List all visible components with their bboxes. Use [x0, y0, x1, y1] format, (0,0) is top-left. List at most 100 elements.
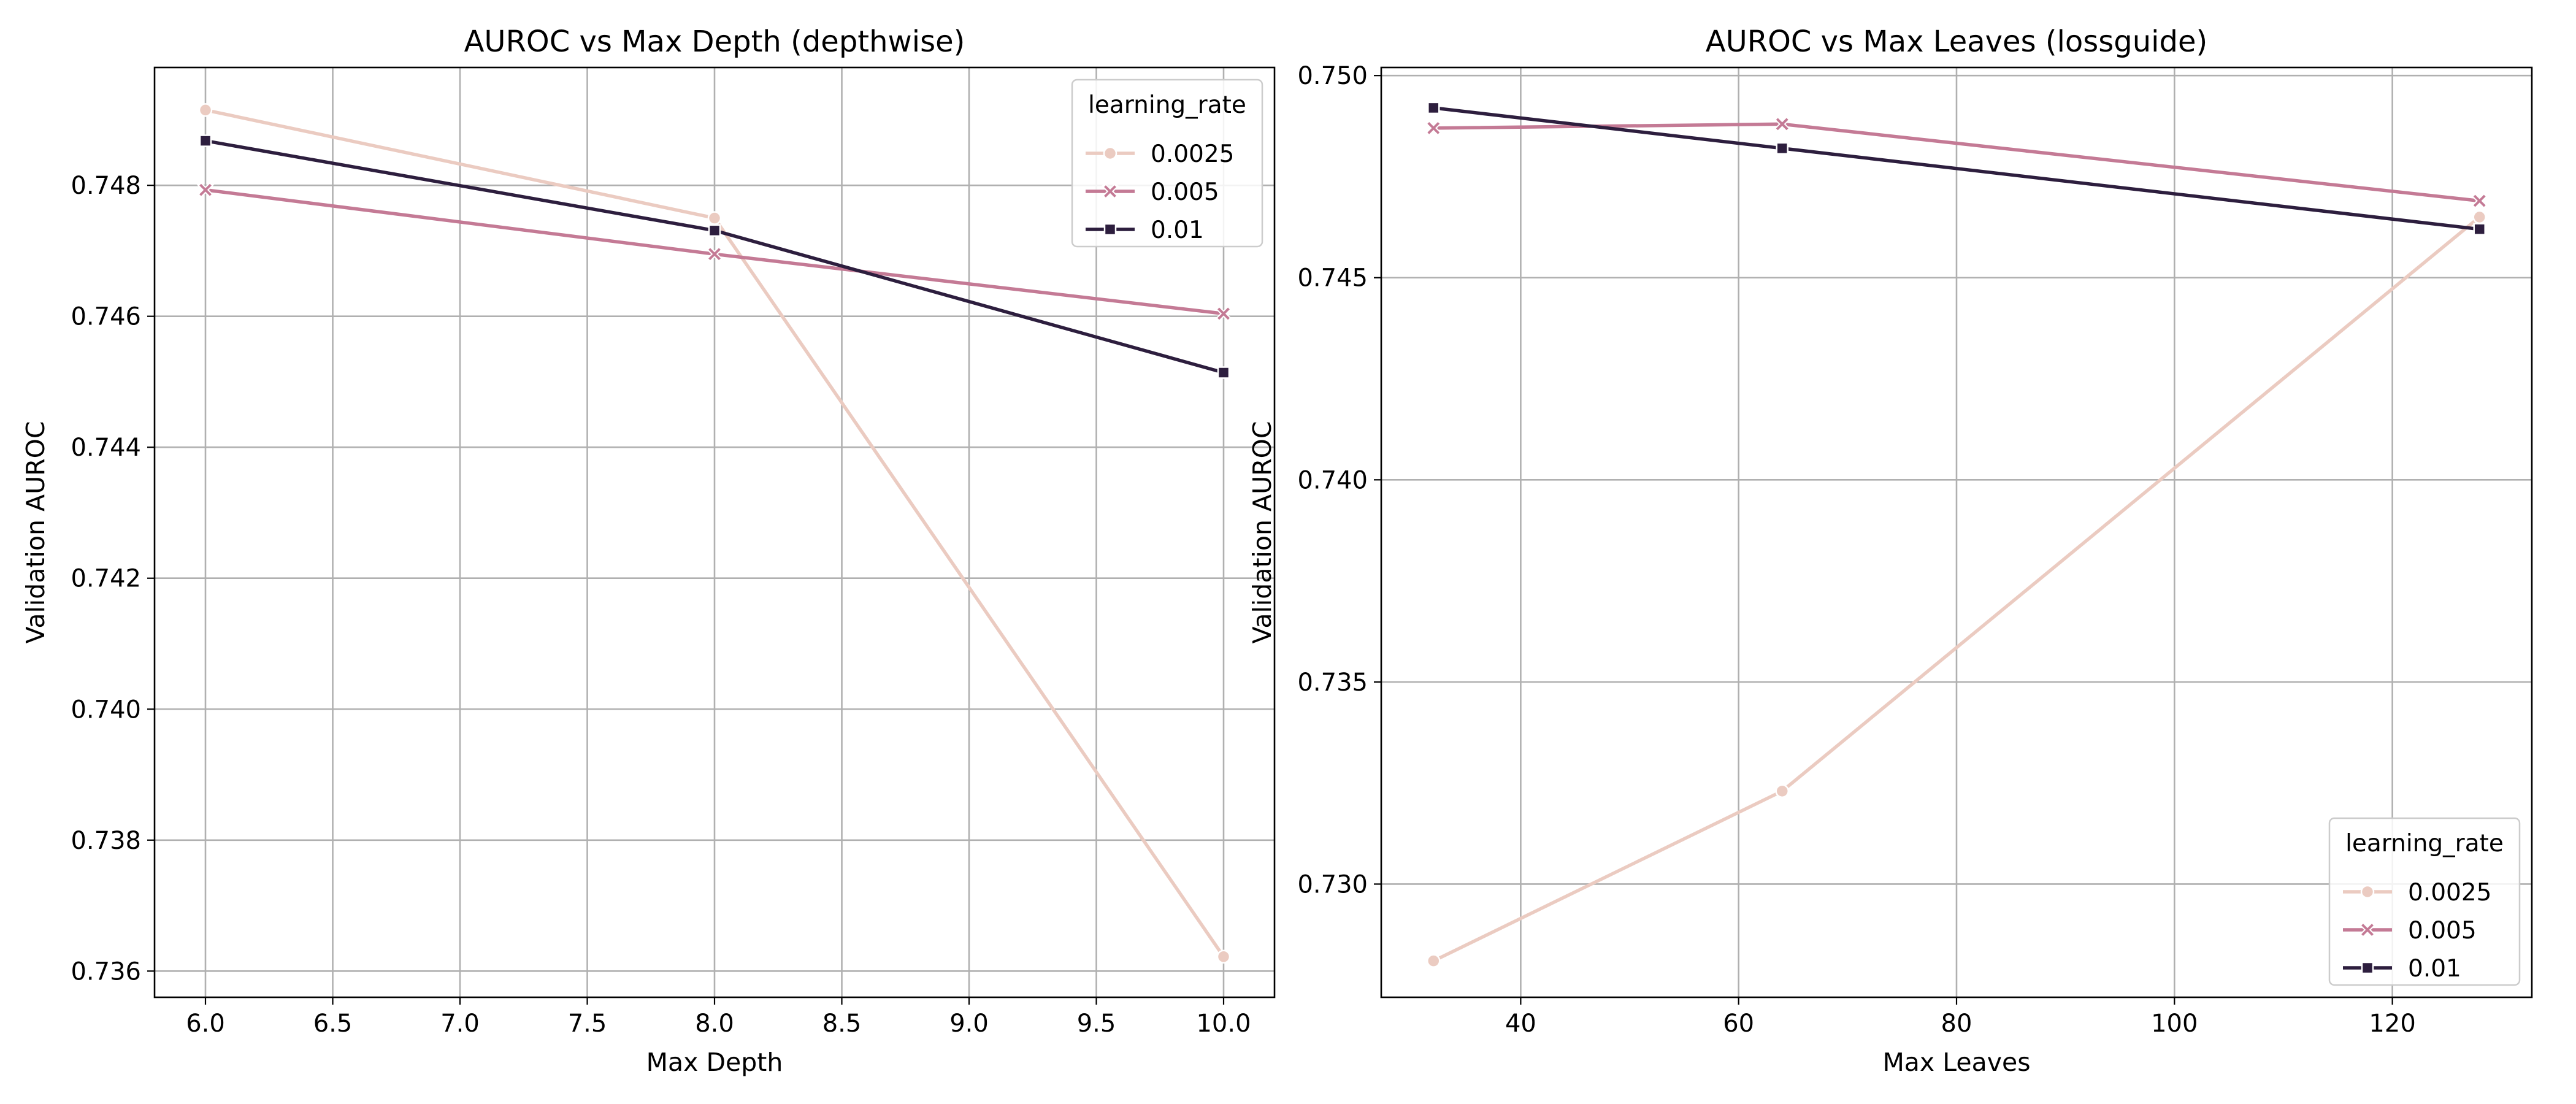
legend-entry: 0.005 [1086, 178, 1219, 206]
legend-label: 0.0025 [2408, 879, 2491, 907]
series-0-0025 [198, 103, 1231, 964]
legend-swatch [2343, 961, 2392, 975]
y-tick-label: 0.736 [71, 957, 141, 986]
x-tick-label: 40 [1505, 1010, 1536, 1038]
legend-marker [1103, 146, 1117, 161]
data-point [1216, 949, 1231, 964]
y-tick-label: 0.738 [71, 827, 141, 855]
legend-entry: 0.0025 [1086, 140, 1234, 168]
data-point [1214, 305, 1233, 323]
data-point [1775, 784, 1790, 799]
data-point [1776, 142, 1789, 155]
y-tick-label: 0.730 [1297, 870, 1368, 899]
legend-label: 0.01 [2408, 955, 2461, 983]
y-tick-label: 0.750 [1297, 62, 1368, 90]
x-tick-label: 6.0 [186, 1010, 225, 1038]
legend-swatch [1086, 182, 1135, 201]
legend-entry: 0.01 [2343, 955, 2461, 983]
data-point [1773, 115, 1791, 133]
legend-label: 0.005 [1151, 178, 1219, 206]
x-tick-label: 6.5 [313, 1010, 353, 1038]
x-tick-label: 120 [2369, 1010, 2415, 1038]
legend-marker [1101, 182, 1119, 201]
legend-swatch [1086, 146, 1135, 161]
plot-frame [153, 66, 1276, 999]
x-axis-label: Max Leaves [1882, 1048, 2030, 1077]
marker-cross [1104, 185, 1116, 197]
data-point [2472, 210, 2486, 224]
legend: learning_rate 0.0025 0.005 0.01 [1071, 79, 1263, 248]
series-0-005 [196, 181, 1233, 323]
legend-marker [2360, 884, 2375, 899]
legend-entry: 0.005 [2343, 917, 2477, 945]
y-tick-label: 0.746 [71, 303, 141, 331]
legend-swatch [1086, 223, 1135, 236]
series-0-0025 [1427, 210, 2486, 968]
series-0-01 [1427, 101, 2486, 236]
y-axis-label: Validation AUROC [21, 421, 50, 644]
x-tick-label: 9.0 [949, 1010, 989, 1038]
series-0-005 [1425, 115, 2488, 210]
data-point [708, 224, 721, 237]
marker-cross [1427, 121, 1440, 134]
chart-depthwise: AUROC vs Max Depth (depthwise) 6.0 6.5 7.0… [21, 25, 1276, 1077]
data-point [705, 245, 724, 263]
legend-title: learning_rate [1088, 91, 1246, 119]
legend-box [1071, 79, 1263, 248]
legend-entry: 0.0025 [2343, 879, 2491, 907]
legend-swatch [2343, 921, 2392, 939]
marker-cross [1217, 307, 1230, 320]
data-point [196, 181, 215, 199]
legend: learning_rate 0.0025 0.005 0.01 [2328, 817, 2521, 986]
grid-lines [1381, 67, 2532, 997]
legend-swatch [2343, 884, 2392, 899]
x-tick-label: 9.5 [1077, 1010, 1116, 1038]
axis-ticks: 6.0 6.5 7.0 7.5 8.0 8.5 9.0 9.5 10.0 0.736 0.738 0.… [71, 172, 1251, 1038]
data-point [1425, 119, 1443, 137]
x-tick-label: 8.5 [822, 1010, 862, 1038]
chart-title: AUROC vs Max Leaves (lossguide) [1706, 25, 2207, 59]
chart-title: AUROC vs Max Depth (depthwise) [464, 25, 965, 59]
y-tick-label: 0.744 [71, 434, 141, 462]
legend-title: learning_rate [2345, 830, 2504, 857]
marker-cross [1776, 118, 1788, 131]
data-point [2471, 192, 2488, 210]
data-point [1427, 954, 1441, 968]
marker-cross [199, 183, 212, 196]
x-tick-label: 10.0 [1196, 1010, 1251, 1038]
legend-label: 0.01 [1151, 217, 1204, 244]
data-point [707, 211, 722, 225]
y-tick-label: 0.745 [1297, 264, 1368, 293]
legend-label: 0.0025 [1151, 140, 1234, 168]
x-tick-label: 8.0 [695, 1010, 734, 1038]
marker-cross [2473, 194, 2486, 207]
x-tick-label: 7.0 [440, 1010, 480, 1038]
y-tick-label: 0.740 [1297, 466, 1368, 494]
legend-marker [2358, 921, 2377, 939]
series-lines [1425, 101, 2488, 968]
data-point [199, 134, 212, 147]
x-tick-label: 80 [1941, 1010, 1972, 1038]
legend-marker [1103, 223, 1117, 236]
legend-entry: 0.01 [1086, 217, 1204, 244]
plot-frame [1380, 66, 2533, 999]
y-tick-label: 0.735 [1297, 669, 1368, 697]
data-point [1427, 101, 1440, 115]
marker-cross [708, 248, 721, 261]
legend-marker [2361, 961, 2374, 975]
legend-label: 0.005 [2408, 917, 2477, 945]
y-tick-label: 0.742 [71, 565, 141, 593]
chart-lossguide: AUROC vs Max Leaves (lossguide) 40 60 80 10… [1248, 25, 2533, 1077]
series-lines [196, 103, 1233, 964]
axis-ticks: 40 60 80 100 120 0.730 0.735 0.740 0.745 0.750 [1297, 62, 2415, 1038]
legend-box [2328, 817, 2521, 986]
x-tick-label: 100 [2151, 1010, 2198, 1038]
data-point [2473, 223, 2486, 236]
marker-cross [2361, 924, 2374, 936]
x-tick-label: 60 [1723, 1010, 1754, 1038]
data-point [1217, 366, 1230, 379]
series-0-01 [199, 134, 1230, 379]
y-tick-label: 0.748 [71, 172, 141, 200]
